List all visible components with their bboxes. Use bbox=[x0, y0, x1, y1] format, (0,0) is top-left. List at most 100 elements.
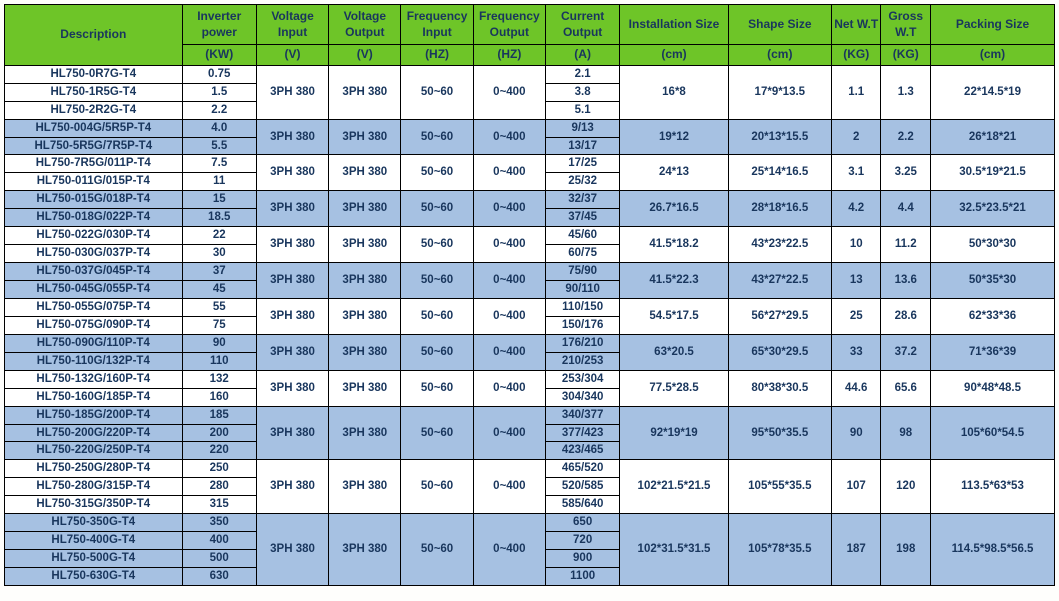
col-fin: Frequency Input bbox=[401, 5, 473, 45]
cell-fin: 50~60 bbox=[401, 191, 473, 227]
cell-net: 3.1 bbox=[831, 155, 881, 191]
cell-cur: 150/176 bbox=[545, 316, 619, 334]
unit-fin: (HZ) bbox=[401, 45, 473, 66]
cell-kw: 2.2 bbox=[182, 101, 256, 119]
cell-fout: 0~400 bbox=[473, 191, 545, 227]
col-gross: Gross W.T bbox=[881, 5, 931, 45]
cell-vin: 3PH 380 bbox=[256, 119, 328, 155]
cell-fin: 50~60 bbox=[401, 263, 473, 299]
cell-fin: 50~60 bbox=[401, 298, 473, 334]
cell-desc: HL750-075G/090P-T4 bbox=[5, 316, 183, 334]
cell-net: 10 bbox=[831, 227, 881, 263]
cell-vin: 3PH 380 bbox=[256, 227, 328, 263]
col-vin: Voltage Input bbox=[256, 5, 328, 45]
cell-shape: 25*14*16.5 bbox=[728, 155, 831, 191]
col-description: Description bbox=[5, 5, 183, 66]
cell-cur: 2.1 bbox=[545, 65, 619, 83]
cell-cur: 32/37 bbox=[545, 191, 619, 209]
cell-pack: 30.5*19*21.5 bbox=[931, 155, 1055, 191]
cell-desc: HL750-400G-T4 bbox=[5, 532, 183, 550]
table-row: HL750-037G/045P-T4373PH 3803PH 38050~600… bbox=[5, 263, 1055, 281]
cell-net: 4.2 bbox=[831, 191, 881, 227]
cell-cur: 900 bbox=[545, 550, 619, 568]
cell-net: 1.1 bbox=[831, 65, 881, 119]
table-row: HL750-250G/280P-T42503PH 3803PH 38050~60… bbox=[5, 460, 1055, 478]
cell-gross: 1.3 bbox=[881, 65, 931, 119]
cell-vout: 3PH 380 bbox=[329, 155, 401, 191]
cell-pack: 22*14.5*19 bbox=[931, 65, 1055, 119]
table-row: HL750-185G/200P-T41853PH 3803PH 38050~60… bbox=[5, 406, 1055, 424]
cell-kw: 400 bbox=[182, 532, 256, 550]
cell-pack: 71*36*39 bbox=[931, 334, 1055, 370]
cell-desc: HL750-500G-T4 bbox=[5, 550, 183, 568]
col-inst: Installation Size bbox=[620, 5, 728, 45]
cell-cur: 13/17 bbox=[545, 137, 619, 155]
cell-kw: 500 bbox=[182, 550, 256, 568]
cell-fout: 0~400 bbox=[473, 119, 545, 155]
cell-desc: HL750-630G-T4 bbox=[5, 568, 183, 586]
cell-cur: 340/377 bbox=[545, 406, 619, 424]
cell-kw: 132 bbox=[182, 370, 256, 388]
cell-inst: 102*31.5*31.5 bbox=[620, 514, 728, 586]
cell-kw: 45 bbox=[182, 281, 256, 299]
unit-vout: (V) bbox=[329, 45, 401, 66]
cell-inst: 26.7*16.5 bbox=[620, 191, 728, 227]
cell-fin: 50~60 bbox=[401, 406, 473, 460]
cell-fout: 0~400 bbox=[473, 227, 545, 263]
cell-kw: 280 bbox=[182, 478, 256, 496]
cell-kw: 1.5 bbox=[182, 83, 256, 101]
cell-desc: HL750-037G/045P-T4 bbox=[5, 263, 183, 281]
cell-vout: 3PH 380 bbox=[329, 119, 401, 155]
table-row: HL750-022G/030P-T4223PH 3803PH 38050~600… bbox=[5, 227, 1055, 245]
cell-kw: 630 bbox=[182, 568, 256, 586]
col-pack: Packing Size bbox=[931, 5, 1055, 45]
cell-gross: 98 bbox=[881, 406, 931, 460]
cell-vout: 3PH 380 bbox=[329, 370, 401, 406]
cell-desc: HL750-200G/220P-T4 bbox=[5, 424, 183, 442]
cell-kw: 5.5 bbox=[182, 137, 256, 155]
cell-kw: 15 bbox=[182, 191, 256, 209]
cell-kw: 37 bbox=[182, 263, 256, 281]
col-vout: Voltage Output bbox=[329, 5, 401, 45]
cell-inst: 102*21.5*21.5 bbox=[620, 460, 728, 514]
cell-cur: 60/75 bbox=[545, 245, 619, 263]
cell-gross: 198 bbox=[881, 514, 931, 586]
cell-vin: 3PH 380 bbox=[256, 191, 328, 227]
cell-inst: 41.5*22.3 bbox=[620, 263, 728, 299]
cell-cur: 377/423 bbox=[545, 424, 619, 442]
cell-kw: 200 bbox=[182, 424, 256, 442]
table-row: HL750-0R7G-T40.753PH 3803PH 38050~600~40… bbox=[5, 65, 1055, 83]
cell-kw: 4.0 bbox=[182, 119, 256, 137]
cell-pack: 50*30*30 bbox=[931, 227, 1055, 263]
cell-fout: 0~400 bbox=[473, 155, 545, 191]
cell-kw: 11 bbox=[182, 173, 256, 191]
cell-pack: 113.5*63*53 bbox=[931, 460, 1055, 514]
table-row: HL750-7R5G/011P-T47.53PH 3803PH 38050~60… bbox=[5, 155, 1055, 173]
cell-pack: 26*18*21 bbox=[931, 119, 1055, 155]
cell-kw: 350 bbox=[182, 514, 256, 532]
cell-shape: 17*9*13.5 bbox=[728, 65, 831, 119]
cell-vin: 3PH 380 bbox=[256, 155, 328, 191]
cell-vin: 3PH 380 bbox=[256, 406, 328, 460]
cell-fin: 50~60 bbox=[401, 65, 473, 119]
cell-desc: HL750-015G/018P-T4 bbox=[5, 191, 183, 209]
cell-desc: HL750-045G/055P-T4 bbox=[5, 281, 183, 299]
cell-pack: 62*33*36 bbox=[931, 298, 1055, 334]
cell-cur: 5.1 bbox=[545, 101, 619, 119]
cell-kw: 185 bbox=[182, 406, 256, 424]
cell-vin: 3PH 380 bbox=[256, 334, 328, 370]
cell-gross: 65.6 bbox=[881, 370, 931, 406]
cell-cur: 304/340 bbox=[545, 388, 619, 406]
unit-gross: (KG) bbox=[881, 45, 931, 66]
cell-net: 25 bbox=[831, 298, 881, 334]
cell-shape: 20*13*15.5 bbox=[728, 119, 831, 155]
cell-cur: 17/25 bbox=[545, 155, 619, 173]
cell-gross: 4.4 bbox=[881, 191, 931, 227]
cell-desc: HL750-350G-T4 bbox=[5, 514, 183, 532]
cell-desc: HL750-185G/200P-T4 bbox=[5, 406, 183, 424]
cell-cur: 585/640 bbox=[545, 496, 619, 514]
table-row: HL750-004G/5R5P-T44.03PH 3803PH 38050~60… bbox=[5, 119, 1055, 137]
cell-vin: 3PH 380 bbox=[256, 460, 328, 514]
cell-cur: 110/150 bbox=[545, 298, 619, 316]
col-shape: Shape Size bbox=[728, 5, 831, 45]
